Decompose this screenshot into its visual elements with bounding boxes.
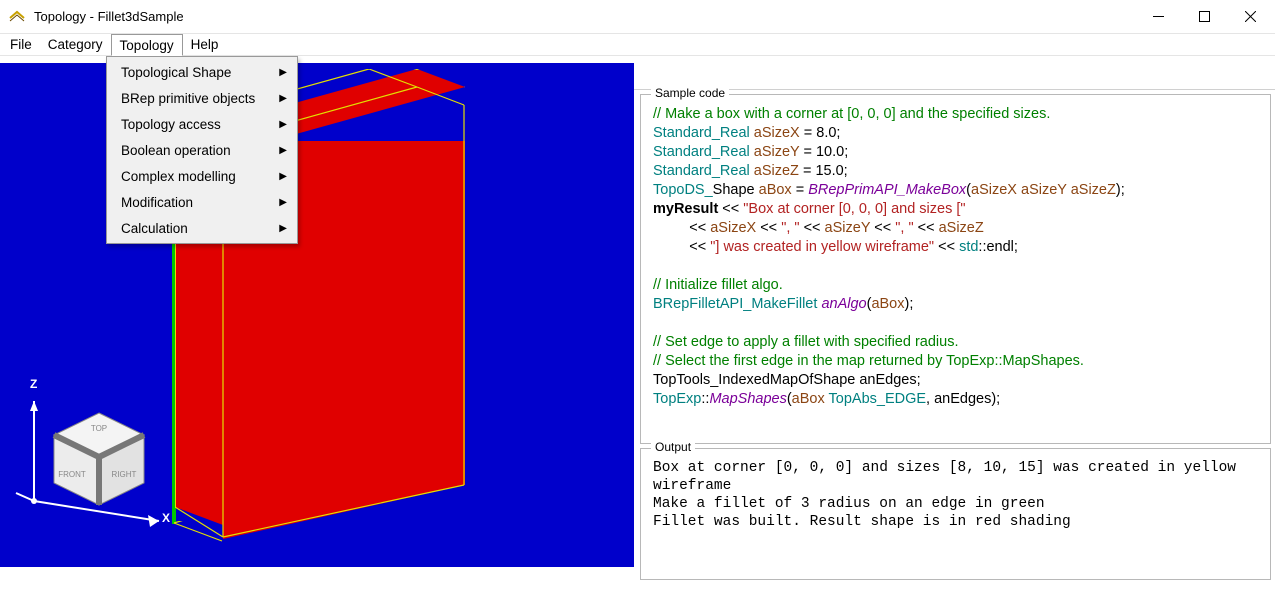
menu-bar: File Category Topology Help — [0, 34, 1275, 56]
minimize-button[interactable] — [1135, 2, 1181, 32]
trihedron: Z X — [14, 371, 174, 531]
dropdown-item-topological-shape[interactable]: Topological Shape ▶ — [109, 59, 295, 85]
title-bar: Topology - Fillet3dSample — [0, 0, 1275, 34]
right-pane: Sample code // Make a box with a corner … — [634, 90, 1275, 594]
output-title: Output — [651, 440, 695, 454]
maximize-button[interactable] — [1181, 2, 1227, 32]
submenu-arrow-icon: ▶ — [279, 145, 287, 156]
dropdown-label: Boolean operation — [121, 143, 231, 158]
app-icon — [8, 8, 26, 26]
dropdown-item-brep-primitives[interactable]: BRep primitive objects ▶ — [109, 85, 295, 111]
dropdown-label: Calculation — [121, 221, 188, 236]
sample-code-title: Sample code — [651, 86, 729, 100]
close-button[interactable] — [1227, 2, 1273, 32]
submenu-arrow-icon: ▶ — [279, 197, 287, 208]
menu-category[interactable]: Category — [40, 34, 111, 55]
dropdown-item-complex-modelling[interactable]: Complex modelling ▶ — [109, 163, 295, 189]
submenu-arrow-icon: ▶ — [279, 119, 287, 130]
3d-viewport[interactable]: TOP FRONT RIGHT Z X — [0, 63, 634, 567]
dropdown-label: Modification — [121, 195, 193, 210]
dropdown-label: Complex modelling — [121, 169, 236, 184]
submenu-arrow-icon: ▶ — [279, 67, 287, 78]
menu-label: Help — [191, 37, 219, 52]
axis-x-label: X — [162, 511, 170, 525]
dropdown-label: BRep primitive objects — [121, 91, 255, 106]
menu-file[interactable]: File — [2, 34, 40, 55]
dropdown-label: Topological Shape — [121, 65, 231, 80]
dropdown-label: Topology access — [121, 117, 221, 132]
output-text[interactable]: Box at corner [0, 0, 0] and sizes [8, 10… — [647, 455, 1264, 573]
menu-help[interactable]: Help — [183, 34, 227, 55]
axis-z-label: Z — [30, 377, 37, 391]
dropdown-item-boolean-operation[interactable]: Boolean operation ▶ — [109, 137, 295, 163]
sample-code-panel: Sample code // Make a box with a corner … — [640, 94, 1271, 444]
submenu-arrow-icon: ▶ — [279, 93, 287, 104]
sample-code-text[interactable]: // Make a box with a corner at [0, 0, 0]… — [647, 101, 1264, 437]
dropdown-item-topology-access[interactable]: Topology access ▶ — [109, 111, 295, 137]
menu-label: Topology — [120, 38, 174, 53]
topology-dropdown: Topological Shape ▶ BRep primitive object… — [106, 56, 298, 244]
dropdown-item-modification[interactable]: Modification ▶ — [109, 189, 295, 215]
menu-topology[interactable]: Topology — [111, 34, 183, 56]
submenu-arrow-icon: ▶ — [279, 171, 287, 182]
menu-label: File — [10, 37, 32, 52]
dropdown-item-calculation[interactable]: Calculation ▶ — [109, 215, 295, 241]
menu-label: Category — [48, 37, 103, 52]
submenu-arrow-icon: ▶ — [279, 223, 287, 234]
window-title: Topology - Fillet3dSample — [34, 9, 184, 24]
output-panel: Output Box at corner [0, 0, 0] and sizes… — [640, 448, 1271, 580]
